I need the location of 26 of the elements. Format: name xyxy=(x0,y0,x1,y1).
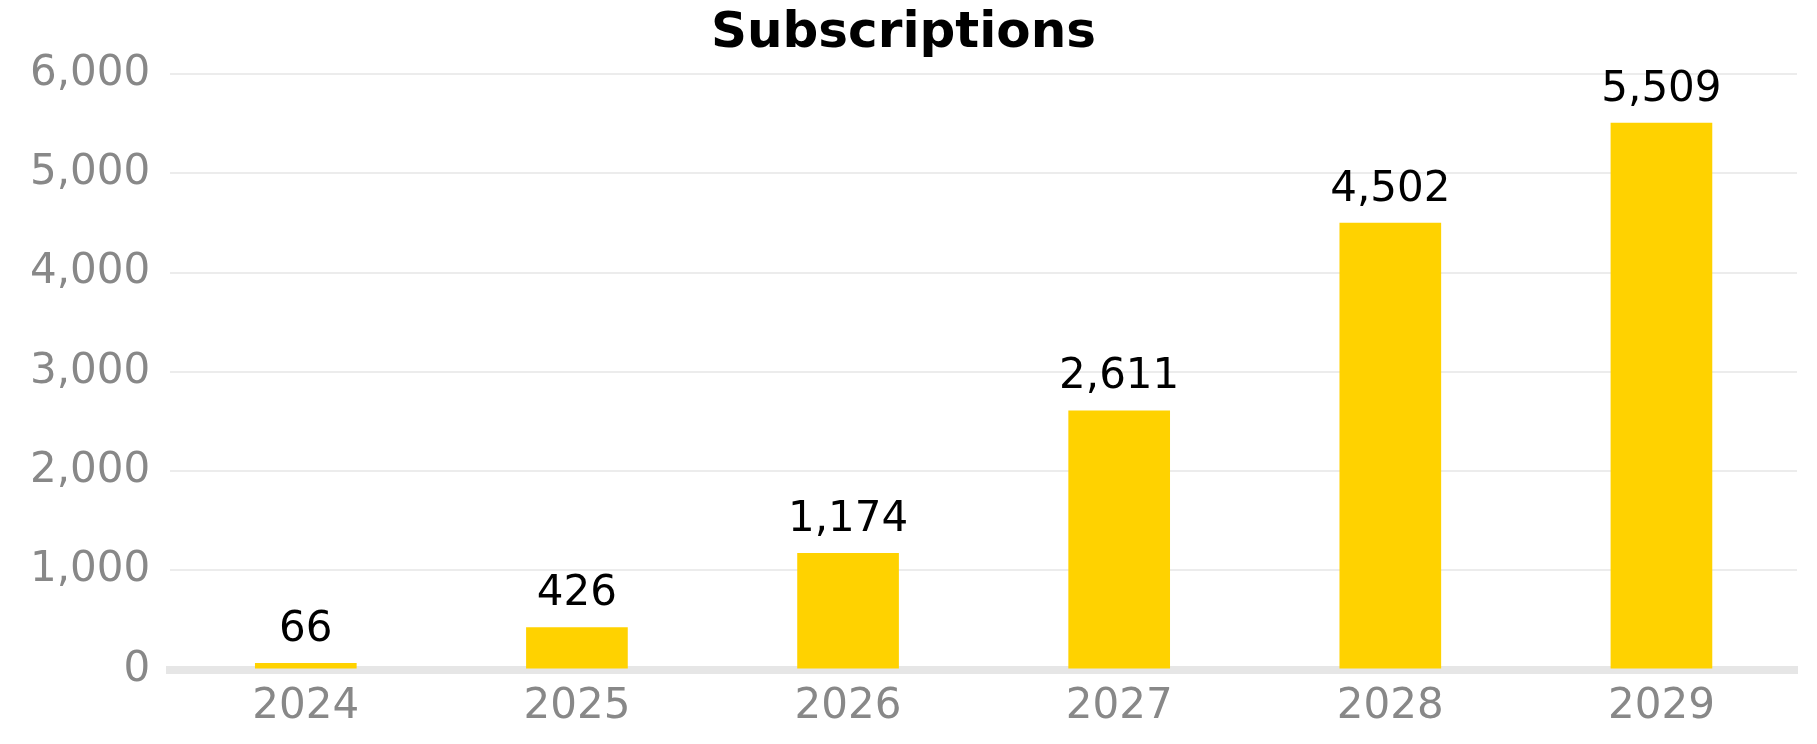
x-tick-label: 2025 xyxy=(523,678,631,728)
x-tick-label: 2024 xyxy=(252,678,360,728)
data-label: 1,174 xyxy=(787,491,909,541)
bar xyxy=(1339,222,1442,669)
data-label: 426 xyxy=(536,566,618,616)
bar xyxy=(1068,410,1171,669)
y-tick-label: 1,000 xyxy=(29,542,151,592)
x-tick-label: 2029 xyxy=(1607,678,1715,728)
x-tick-label: 2028 xyxy=(1336,678,1444,728)
bar xyxy=(526,627,628,669)
x-tick-label: 2027 xyxy=(1065,678,1173,728)
y-tick-label: 0 xyxy=(123,641,151,691)
y-tick-label: 4,000 xyxy=(29,244,151,294)
data-label: 2,611 xyxy=(1059,349,1180,399)
y-tick-label: 2,000 xyxy=(29,442,151,492)
data-label: 4,502 xyxy=(1330,161,1451,211)
y-tick-label: 3,000 xyxy=(29,343,151,393)
chart-title: Subscriptions xyxy=(710,0,1097,59)
bar xyxy=(1610,122,1713,669)
x-tick-label: 2026 xyxy=(794,678,902,728)
bar xyxy=(797,553,899,669)
y-tick-label: 5,000 xyxy=(29,145,151,195)
y-tick-label: 6,000 xyxy=(29,45,151,95)
data-label: 66 xyxy=(279,601,333,651)
bar xyxy=(254,663,357,669)
data-label: 5,509 xyxy=(1601,61,1722,111)
